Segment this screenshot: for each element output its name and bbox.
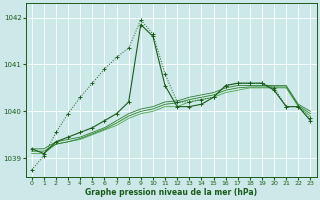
X-axis label: Graphe pression niveau de la mer (hPa): Graphe pression niveau de la mer (hPa) bbox=[85, 188, 257, 197]
